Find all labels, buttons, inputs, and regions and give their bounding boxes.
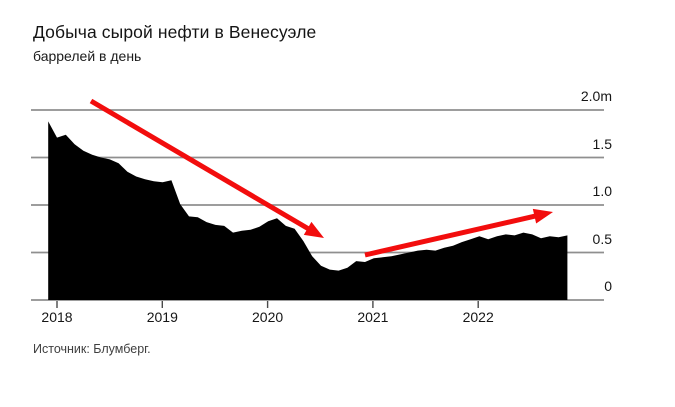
y-axis-label-0.5: 0.5 — [592, 230, 612, 247]
recovery-arrow-head — [532, 208, 553, 224]
x-axis-label-2019: 2019 — [146, 309, 178, 325]
x-axis-label-2020: 2020 — [252, 309, 284, 325]
area-series-oil-production — [48, 121, 568, 301]
y-axis-label-1.0: 1.0 — [592, 183, 612, 199]
x-axis-label-2021: 2021 — [357, 309, 389, 325]
x-axis-label-2022: 2022 — [462, 309, 494, 325]
chart-subtitle: баррелей в день — [33, 48, 142, 64]
y-axis-label-2.0m: 2.0m — [580, 88, 612, 104]
y-axis-label-1.5: 1.5 — [592, 135, 612, 152]
x-axis-label-2018: 2018 — [41, 309, 73, 325]
y-axis-label-0: 0 — [604, 278, 612, 294]
source-note: Источник: Блумберг. — [33, 342, 151, 356]
decline-arrow-shaft — [89, 98, 312, 233]
page-title: Добыча сырой нефти в Венесуэле — [33, 22, 317, 42]
decline-arrow-head — [303, 221, 324, 238]
recovery-arrow-shaft — [364, 213, 538, 258]
